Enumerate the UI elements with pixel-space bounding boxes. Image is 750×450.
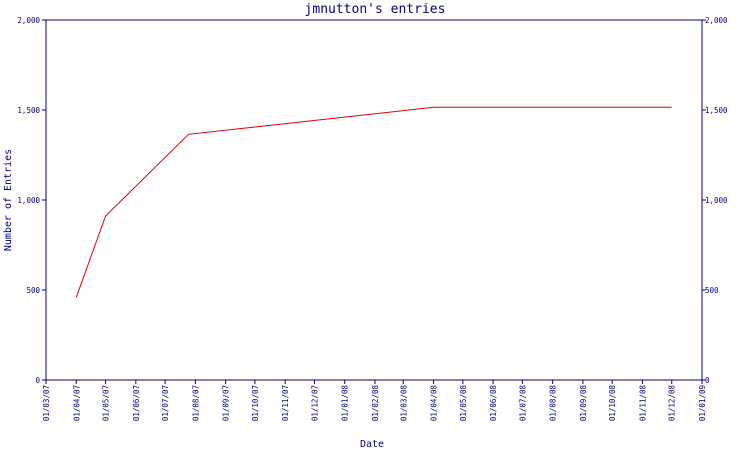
x-axis: 01/03/07 01/04/07 01/05/07 01/06/07 01/07/07… [42,380,707,421]
x-tick-label: 01/06/08 [489,385,498,422]
x-tick-label: 01/04/08 [430,385,439,422]
x-axis-label: Date [360,439,384,450]
x-tick-label: 01/12/08 [668,385,677,422]
x-tick-label: 01/11/08 [638,385,647,422]
y-tick-label-right: 1,000 [705,196,728,205]
x-tick-label: 01/07/08 [518,385,527,422]
x-tick-label: 01/04/07 [72,385,81,421]
y-axis-left: 0 500 1,000 1,500 2,000 [17,16,46,385]
x-tick-label: 01/01/09 [698,385,707,421]
x-tick-label: 01/08/08 [549,385,558,422]
x-tick-label: 01/02/08 [371,385,380,422]
x-tick-label: 01/12/07 [310,385,319,421]
y-axis-right: 0 500 1,000 1,500 2,000 [702,16,728,385]
x-tick-label: 01/08/07 [191,385,200,421]
x-tick-label: 01/09/07 [222,385,231,421]
x-tick-label: 01/05/07 [102,385,111,421]
x-tick-label: 01/09/08 [579,385,588,422]
series-group [75,106,672,298]
y-tick-label: 0 [35,376,40,385]
y-tick-label: 1,500 [17,106,40,115]
x-tick-label: 01/11/07 [281,385,290,421]
x-tick-label: 01/07/07 [161,385,170,421]
series-line [75,106,672,298]
y-tick-label-right: 1,500 [705,106,728,115]
chart-title: jmnutton's entries [305,2,446,17]
x-tick-label: 01/10/07 [251,385,260,421]
y-tick-label-right: 0 [705,376,710,385]
y-axis-label: Number of Entries [3,149,14,251]
plot-frame [45,19,703,381]
x-tick-label: 01/06/07 [132,385,141,421]
x-tick-label: 01/05/08 [459,385,468,422]
y-tick-label: 500 [26,286,40,295]
x-tick-label: 01/01/08 [341,385,350,422]
x-tick-label: 01/03/07 [42,385,51,421]
x-tick-label: 01/03/08 [399,385,408,422]
y-tick-label: 1,000 [17,196,40,205]
y-tick-label: 2,000 [17,16,40,25]
y-tick-label-right: 2,000 [705,16,728,25]
x-tick-label: 01/10/08 [608,385,617,422]
y-tick-label-right: 500 [705,286,719,295]
